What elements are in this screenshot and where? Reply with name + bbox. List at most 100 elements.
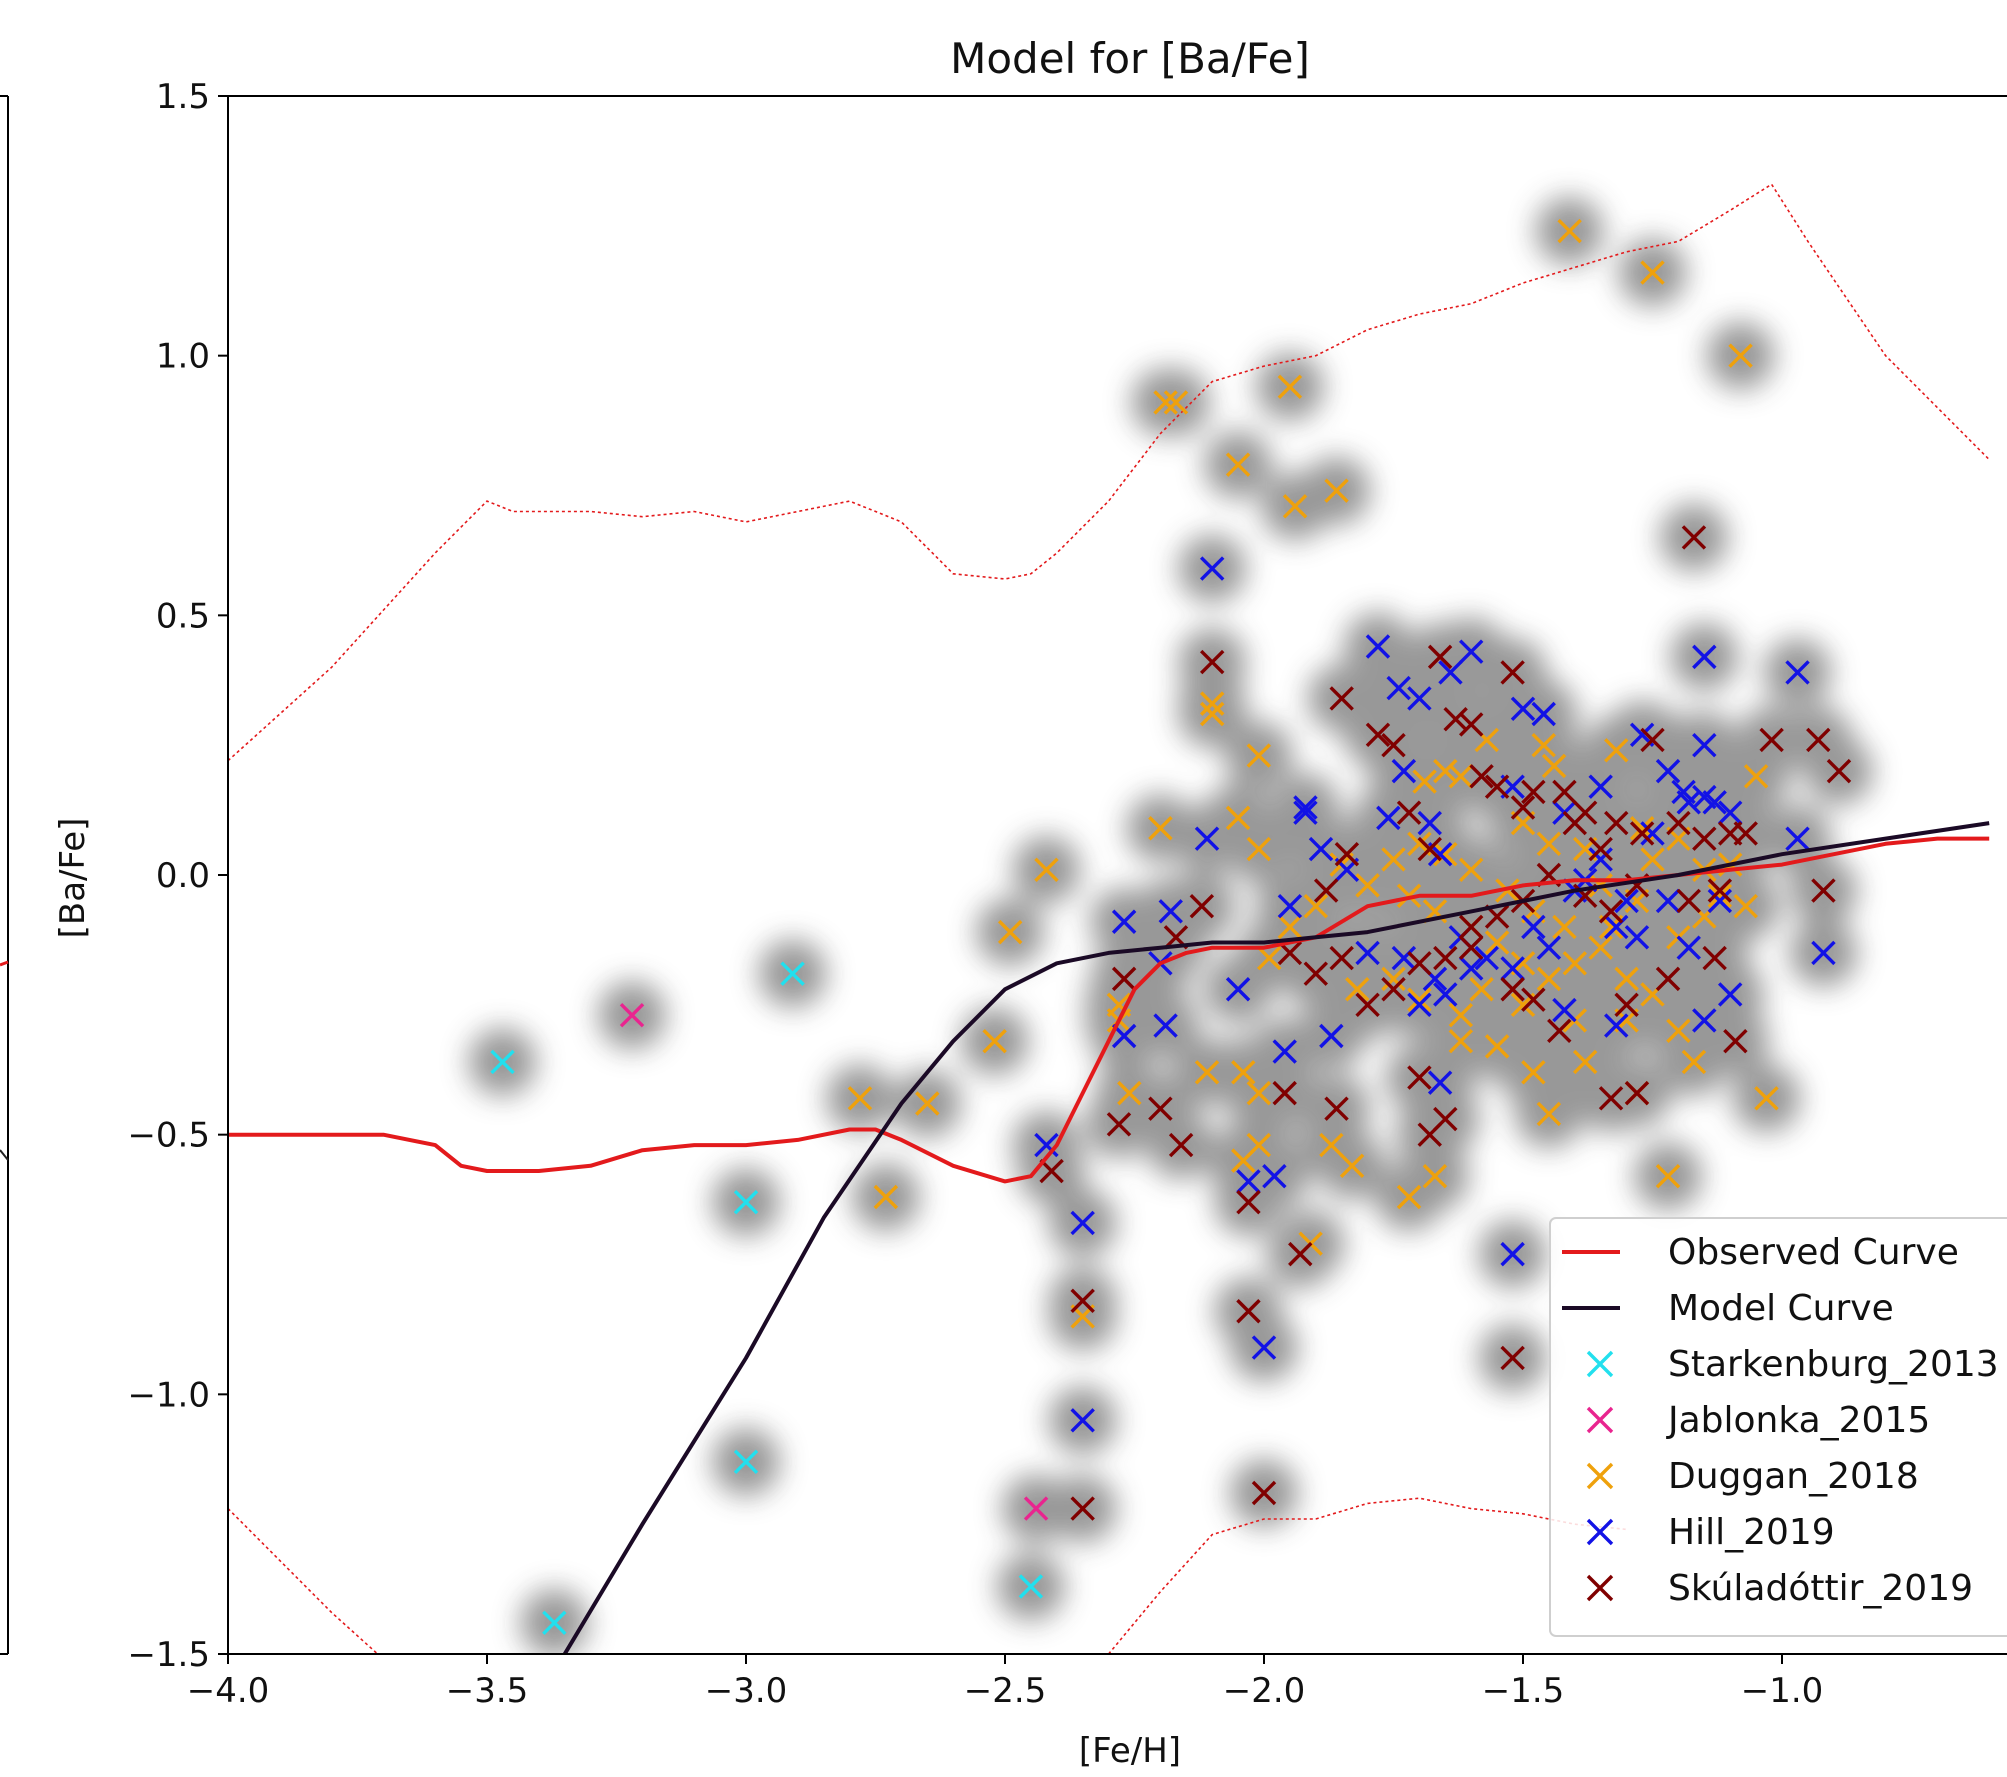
data-point: [1604, 810, 1629, 836]
data-point: [1743, 764, 1769, 789]
data-point: [1117, 1080, 1142, 1106]
legend-label: Hill_2019: [1668, 1512, 1835, 1553]
data-point: [1676, 935, 1701, 960]
data-point: [1199, 691, 1225, 716]
data-point: [1614, 966, 1639, 992]
data-point: [1692, 732, 1717, 758]
data-point: [1018, 1574, 1044, 1599]
data-point: [1345, 977, 1370, 1002]
data-point: [1277, 914, 1303, 940]
data-point: [1355, 992, 1380, 1018]
x-tick-label: −2.0: [1223, 1671, 1306, 1711]
data-point: [1448, 764, 1474, 789]
data-point: [1521, 987, 1546, 1012]
data-point: [1707, 888, 1733, 914]
data-point: [1458, 914, 1484, 940]
data-point: [1531, 732, 1556, 758]
data-point: [1246, 1080, 1272, 1106]
data-point: [1427, 1070, 1453, 1095]
data-point: [1272, 1080, 1297, 1106]
data-point: [1536, 831, 1562, 857]
data-point: [1225, 977, 1251, 1002]
data-point: [1199, 649, 1225, 675]
data-point: [1189, 893, 1215, 919]
data-point: [1495, 878, 1520, 903]
data-point: [1692, 644, 1717, 670]
data-point: [1070, 1210, 1095, 1236]
x-tick-label: −1.5: [1482, 1671, 1565, 1711]
data-point: [1707, 878, 1733, 903]
data-point: [1236, 1189, 1261, 1215]
data-point: [1510, 696, 1536, 722]
data-point: [1811, 940, 1836, 966]
data-point: [1588, 774, 1613, 799]
data-point: [1070, 1288, 1095, 1314]
data-point: [1785, 826, 1810, 851]
data-point: [1500, 1241, 1525, 1267]
data-point: [1458, 857, 1484, 883]
data-point: [1391, 758, 1417, 784]
axes: −4.0 −3.5 −3.0 −2.5 −2.0 −1.5 −1.0 −1.5 −1.0 −0.5…: [127, 77, 2007, 1711]
data-point: [1443, 706, 1468, 732]
data-point: [1484, 1034, 1510, 1059]
data-point: [1417, 810, 1442, 836]
data-point: [1339, 1153, 1365, 1179]
confidence-bounds: [228, 183, 1990, 1654]
x-tick-label: −3.5: [446, 1671, 529, 1711]
data-point: [1111, 909, 1137, 934]
data-point: [1572, 1049, 1598, 1075]
data-point: [1655, 966, 1681, 992]
data-point: [1381, 977, 1406, 1002]
data-point: [997, 919, 1023, 945]
data-point: [1303, 961, 1329, 986]
data-point: [1365, 722, 1391, 747]
data-point: [1547, 1018, 1572, 1044]
data-point: [1552, 779, 1577, 805]
data-point: [1588, 935, 1613, 960]
legend-marker-swatch: [1586, 1574, 1614, 1602]
data-point: [1640, 821, 1665, 846]
data-point: [1319, 1132, 1344, 1158]
data-point: [1629, 821, 1655, 846]
data-point: [1433, 945, 1458, 971]
data-point: [1531, 701, 1556, 727]
data-point: [1199, 701, 1225, 727]
data-point: [1158, 899, 1183, 924]
legend-label: Observed Curve: [1668, 1232, 1959, 1273]
y-tick-label: 0.5: [156, 596, 210, 636]
data-point: [1262, 1164, 1287, 1189]
data-point: [1148, 1096, 1173, 1121]
data-point: [1692, 1008, 1717, 1033]
data-point: [1624, 925, 1650, 950]
data-point: [873, 1184, 899, 1210]
data-point: [1023, 1496, 1049, 1521]
data-point: [1111, 966, 1137, 992]
data-point: [915, 1091, 940, 1116]
data-point: [542, 1610, 567, 1636]
data-point: [1199, 556, 1225, 581]
data-point: [1717, 800, 1743, 825]
y-axis-label: [Ba/Fe]: [53, 818, 93, 939]
data-point: [1163, 390, 1189, 415]
data-point: [1148, 816, 1173, 841]
data-point: [1692, 826, 1717, 851]
data-point: [1251, 1480, 1277, 1506]
data-point: [1225, 452, 1251, 477]
y-tick-label: 1.5: [156, 77, 210, 117]
data-point: [1676, 790, 1701, 815]
data-point: [780, 961, 805, 986]
curves: [228, 821, 1990, 1654]
data-point: [1448, 1003, 1474, 1028]
y-tick-label: 0.0: [156, 856, 210, 896]
data-point: [1614, 888, 1639, 914]
data-point: [1640, 727, 1665, 753]
legend-box: [1549, 1217, 2007, 1637]
data-point: [1640, 260, 1665, 285]
data-point: [1168, 1132, 1194, 1158]
data-point: [1386, 675, 1411, 701]
data-point: [1785, 660, 1810, 685]
data-point: [1733, 821, 1758, 846]
data-point: [1329, 686, 1354, 711]
legend-marker-swatch: [1586, 1518, 1614, 1546]
